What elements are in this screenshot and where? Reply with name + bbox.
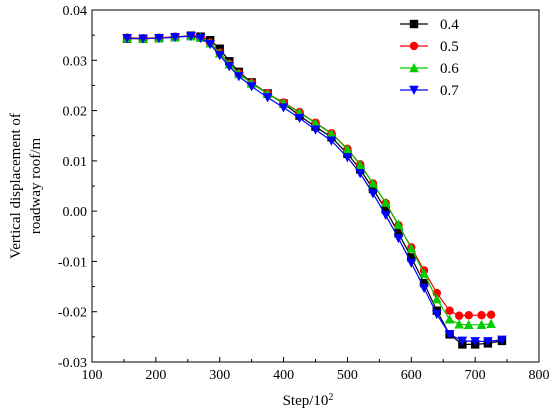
data-point — [445, 306, 454, 315]
data-point — [138, 34, 148, 44]
data-point — [326, 136, 337, 146]
data-point — [419, 278, 429, 288]
data-point — [406, 243, 417, 253]
data-point — [326, 128, 337, 138]
x-tick-label: 500 — [337, 368, 358, 383]
series-0-4 — [122, 31, 507, 349]
data-point — [497, 335, 507, 345]
y-tick-label: 0.02 — [63, 105, 88, 120]
legend-marker — [409, 85, 419, 95]
data-point — [419, 268, 429, 278]
series-line — [127, 34, 503, 345]
data-point — [432, 310, 442, 320]
data-point — [294, 113, 305, 124]
x-axis-title: Step/102 — [283, 392, 334, 410]
data-point — [454, 311, 464, 320]
series-line — [127, 35, 503, 342]
data-point — [444, 314, 455, 324]
data-point — [310, 125, 321, 135]
series-line — [127, 35, 492, 326]
data-point — [342, 144, 353, 154]
x-tick-label: 300 — [209, 368, 230, 383]
data-point — [380, 210, 391, 221]
legend-label: 0.6 — [440, 61, 459, 77]
series-line — [127, 35, 492, 317]
x-tick-label: 800 — [529, 368, 550, 383]
legend-item: 0.7 — [400, 83, 459, 99]
data-point — [310, 118, 321, 128]
legend-label: 0.4 — [440, 17, 459, 33]
data-point — [246, 82, 257, 92]
data-point — [406, 258, 417, 268]
data-point — [477, 311, 486, 320]
y-axis-title-line-1: Vertical displacement of — [8, 113, 24, 259]
plot-frame — [91, 9, 540, 363]
data-point — [393, 219, 404, 229]
legend-marker — [409, 63, 419, 73]
data-point — [486, 318, 496, 328]
legend-item: 0.6 — [400, 61, 459, 77]
data-point — [394, 229, 403, 238]
legend-label: 0.5 — [440, 39, 459, 55]
data-point — [342, 153, 353, 163]
x-tick-label: 200 — [145, 368, 166, 383]
legend-item: 0.5 — [400, 39, 459, 55]
data-point — [380, 197, 391, 207]
data-point — [381, 205, 390, 214]
x-axis-title-exponent: 2 — [328, 392, 333, 403]
series-group — [122, 31, 507, 349]
legend-label: 0.7 — [440, 83, 459, 99]
y-tick-label: 0.00 — [63, 205, 88, 220]
data-point — [470, 337, 480, 347]
data-point — [454, 319, 464, 329]
legend-marker — [409, 19, 419, 29]
y-tick-label: -0.02 — [58, 306, 87, 321]
x-tick-label: 400 — [273, 368, 294, 383]
data-point — [457, 336, 468, 346]
y-tick-label: 0.01 — [63, 155, 88, 170]
legend-item: 0.4 — [400, 17, 459, 33]
data-point — [464, 311, 473, 320]
data-point — [234, 72, 244, 82]
data-point — [419, 283, 429, 294]
x-tick-label: 600 — [401, 368, 422, 383]
y-tick-label: 0.04 — [63, 4, 88, 19]
data-point — [214, 51, 225, 61]
data-point — [483, 337, 493, 347]
data-point — [368, 178, 378, 188]
data-point — [476, 319, 487, 329]
data-point — [407, 253, 416, 262]
data-point — [186, 31, 196, 42]
data-point — [368, 184, 378, 194]
x-tick-label: 700 — [465, 368, 486, 383]
data-point — [432, 294, 442, 304]
data-point — [355, 169, 365, 179]
data-point — [355, 159, 365, 170]
series-0-7 — [122, 31, 507, 347]
data-point — [463, 319, 474, 329]
x-tick-label: 100 — [82, 368, 103, 383]
data-point — [122, 33, 132, 44]
data-point — [368, 189, 378, 199]
y-axis-title-line-2: roadway roof/m — [28, 138, 44, 235]
data-point — [205, 39, 215, 50]
y-tick-label: -0.03 — [58, 356, 87, 371]
data-point — [278, 103, 289, 113]
y-tick-label: 0.03 — [63, 54, 88, 69]
data-point — [444, 330, 455, 340]
data-point — [486, 310, 496, 319]
data-point — [154, 33, 164, 44]
data-point — [224, 62, 235, 72]
y-tick-label: -0.01 — [58, 255, 87, 270]
data-point — [195, 33, 206, 44]
data-point — [393, 234, 404, 244]
legend: 0.4 0.5 0.6 0.7 — [400, 17, 459, 99]
legend-marker — [409, 41, 419, 51]
data-point — [262, 93, 273, 103]
data-point — [170, 32, 180, 43]
